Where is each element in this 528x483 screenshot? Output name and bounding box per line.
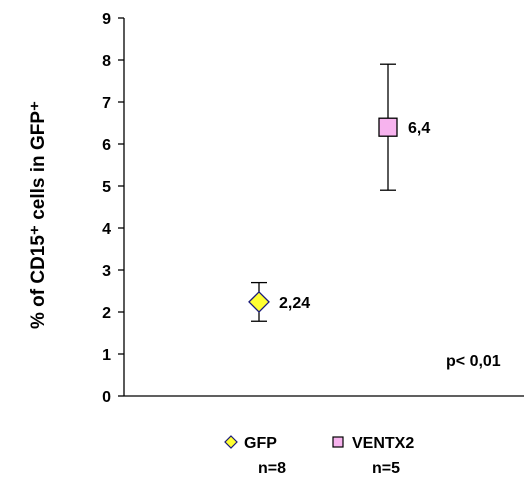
data-label: 2,24 (279, 295, 310, 312)
y-tick-label: 2 (102, 305, 111, 322)
y-tick-label: 1 (102, 347, 111, 364)
legend-n-label: n=5 (372, 460, 400, 477)
y-tick-label: 7 (102, 95, 111, 112)
legend-diamond-marker (224, 435, 238, 449)
data-points: 2,24 6,4 (248, 63, 430, 322)
y-tick-label: 5 (102, 179, 111, 196)
legend-label: GFP (244, 435, 277, 452)
p-value-annotation: p< 0,01 (446, 353, 501, 370)
y-tick-label: 8 (102, 53, 111, 70)
legend-n-label: n=8 (258, 460, 286, 477)
point-gfp: 2,24 (248, 281, 310, 322)
y-axis-label: % of CD15⁺ cells in GFP⁺ (28, 101, 49, 329)
y-tick-label: 3 (102, 263, 111, 280)
square-marker (378, 117, 398, 137)
point-ventx2: 6,4 (378, 63, 430, 191)
diamond-marker (248, 291, 270, 313)
y-tick-label: 6 (102, 137, 111, 154)
legend-item-gfp: GFP n=8 (224, 435, 286, 477)
data-label: 6,4 (408, 120, 430, 137)
legend-square-marker (332, 436, 344, 448)
legend: GFP n=8 VENTX2 n=5 (224, 435, 414, 477)
y-tick-label: 4 (102, 221, 111, 238)
y-tick-label: 0 (102, 389, 111, 406)
y-tick-label: 9 (102, 11, 111, 28)
legend-label: VENTX2 (352, 435, 414, 452)
legend-item-ventx2: VENTX2 n=5 (332, 435, 414, 477)
y-axis: 0 1 2 3 4 5 6 7 8 9 (102, 11, 125, 406)
